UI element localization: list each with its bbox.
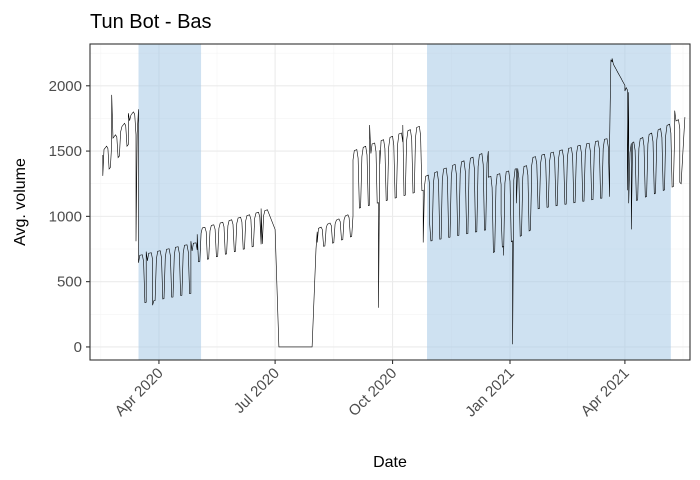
shaded-period [138, 44, 202, 360]
y-axis: 0 500 1000 1500 2000 [49, 78, 90, 356]
y-tick-label: 500 [57, 274, 82, 291]
y-tick-label: 0 [74, 339, 82, 356]
shaded-periods [138, 44, 671, 360]
x-tick-label: Oct 2020 [345, 365, 400, 420]
y-tick-label: 2000 [49, 78, 82, 95]
x-tick-label: Jan 2021 [462, 365, 518, 421]
x-tick-label: Jul 2020 [231, 365, 283, 417]
shaded-period [427, 44, 671, 360]
chart-title: Tun Bot - Bas [90, 11, 212, 33]
y-axis-title: Avg. volume [12, 158, 29, 246]
x-axis: Apr 2020 Jul 2020 Oct 2020 Jan 2021 Apr 2021 [112, 360, 633, 420]
y-tick-label: 1000 [49, 208, 82, 225]
series-line [102, 58, 686, 348]
x-tick-label: Apr 2021 [578, 365, 633, 420]
y-tick-label: 1500 [49, 143, 82, 160]
x-tick-label: Apr 2020 [112, 365, 167, 420]
x-axis-title: Date [373, 454, 407, 471]
plot-panel [89, 43, 691, 361]
